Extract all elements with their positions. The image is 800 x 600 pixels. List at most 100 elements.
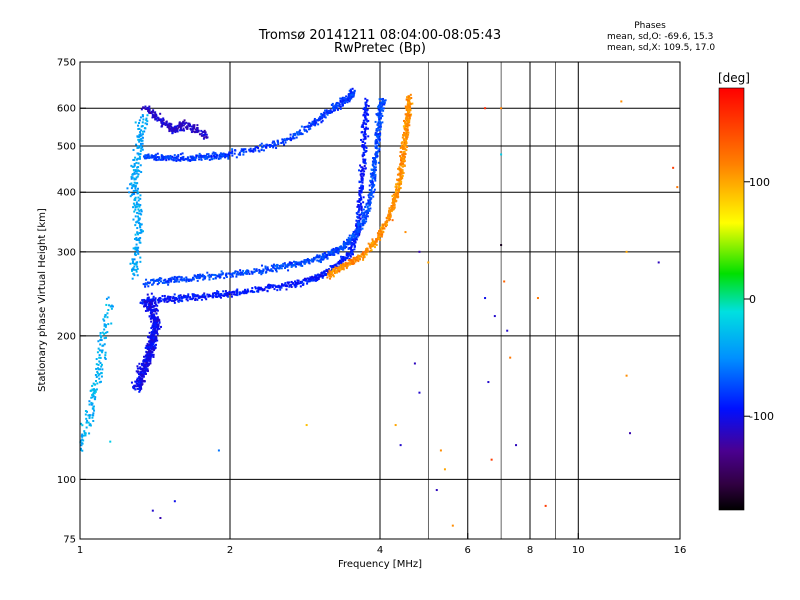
echo-point <box>145 367 148 370</box>
echo-point <box>244 289 247 292</box>
echo-point <box>217 275 220 278</box>
echo-point <box>365 215 368 218</box>
echo-point <box>374 140 377 143</box>
echo-point <box>152 278 155 281</box>
echo-point <box>236 288 239 291</box>
echo-point <box>358 230 361 233</box>
echo-point <box>92 382 95 385</box>
echo-point <box>405 149 408 152</box>
echo-point <box>403 143 406 146</box>
echo-point <box>258 268 261 271</box>
echo-point <box>358 169 361 172</box>
echo-point <box>244 148 247 151</box>
echo-point <box>185 277 188 280</box>
echo-point <box>201 273 204 276</box>
echo-point <box>103 332 106 335</box>
echo-point <box>218 275 221 278</box>
echo-point <box>308 258 311 261</box>
echo-point <box>181 129 184 132</box>
echo-point <box>360 206 363 209</box>
x-tick-label: 8 <box>527 545 533 556</box>
echo-point <box>270 284 273 287</box>
echo-point <box>147 343 150 346</box>
echo-point <box>255 268 258 271</box>
echo-point <box>160 300 163 303</box>
echo-point <box>133 189 136 192</box>
echo-point <box>171 299 174 302</box>
echo-point <box>136 377 139 380</box>
echo-point <box>141 130 144 133</box>
echo-point <box>190 159 193 162</box>
echo-point <box>156 317 159 320</box>
echo-point <box>406 96 409 99</box>
echo-point <box>95 375 98 378</box>
echo-point <box>349 254 352 257</box>
echo-point <box>373 174 376 177</box>
echo-point <box>194 295 197 298</box>
echo-point <box>279 288 282 291</box>
echo-point <box>401 145 404 148</box>
echo-point <box>362 167 365 170</box>
echo-point <box>149 335 152 338</box>
echo-point <box>368 188 371 191</box>
echo-point <box>331 269 334 272</box>
echo-point <box>397 167 400 170</box>
echo-point <box>196 131 199 134</box>
echo-point <box>350 244 353 247</box>
echo-point <box>307 124 310 127</box>
echo-point <box>242 148 245 151</box>
echo-point <box>136 220 139 223</box>
echo-point <box>297 133 300 136</box>
echo-point <box>332 274 335 277</box>
echo-point <box>242 273 245 276</box>
echo-point <box>187 293 190 296</box>
echo-point <box>273 142 276 145</box>
echo-point <box>344 265 347 268</box>
echo-point <box>142 364 145 367</box>
echo-point <box>330 273 333 276</box>
echo-point <box>354 230 357 233</box>
echo-point <box>321 116 324 119</box>
echo-point <box>322 274 325 277</box>
echo-point <box>233 271 236 274</box>
echo-point <box>168 155 171 158</box>
echo-point <box>174 278 177 281</box>
echo-point <box>104 351 107 354</box>
echo-point <box>225 273 228 276</box>
echo-point <box>260 273 263 276</box>
echo-point <box>333 106 336 109</box>
echo-point <box>216 295 219 298</box>
echo-point <box>157 300 160 303</box>
echo-point <box>371 241 374 244</box>
echo-point <box>274 264 277 267</box>
echo-point <box>361 155 364 158</box>
echo-point <box>389 218 392 221</box>
echo-point <box>163 122 166 125</box>
echo-point <box>348 100 351 103</box>
echo-point <box>169 297 172 300</box>
echo-point <box>390 210 393 213</box>
echo-point <box>305 424 308 427</box>
echo-point <box>148 282 151 285</box>
echo-point <box>408 124 411 127</box>
echo-point <box>141 148 144 151</box>
echo-point <box>341 98 344 101</box>
echo-point <box>376 123 379 126</box>
echo-point <box>193 124 196 127</box>
echo-point <box>329 111 332 114</box>
echo-point <box>358 216 361 219</box>
echo-point <box>158 282 161 285</box>
echo-point <box>173 278 176 281</box>
echo-point <box>156 299 159 302</box>
echo-point <box>401 141 404 144</box>
echo-point <box>359 224 362 227</box>
echo-point <box>308 280 311 283</box>
echo-point <box>364 133 367 136</box>
echo-point <box>321 119 324 122</box>
echo-point <box>139 134 142 137</box>
echo-point <box>176 298 179 301</box>
echo-point <box>137 219 140 222</box>
echo-point <box>143 372 146 375</box>
echo-point <box>150 341 153 344</box>
echo-point <box>94 389 97 392</box>
